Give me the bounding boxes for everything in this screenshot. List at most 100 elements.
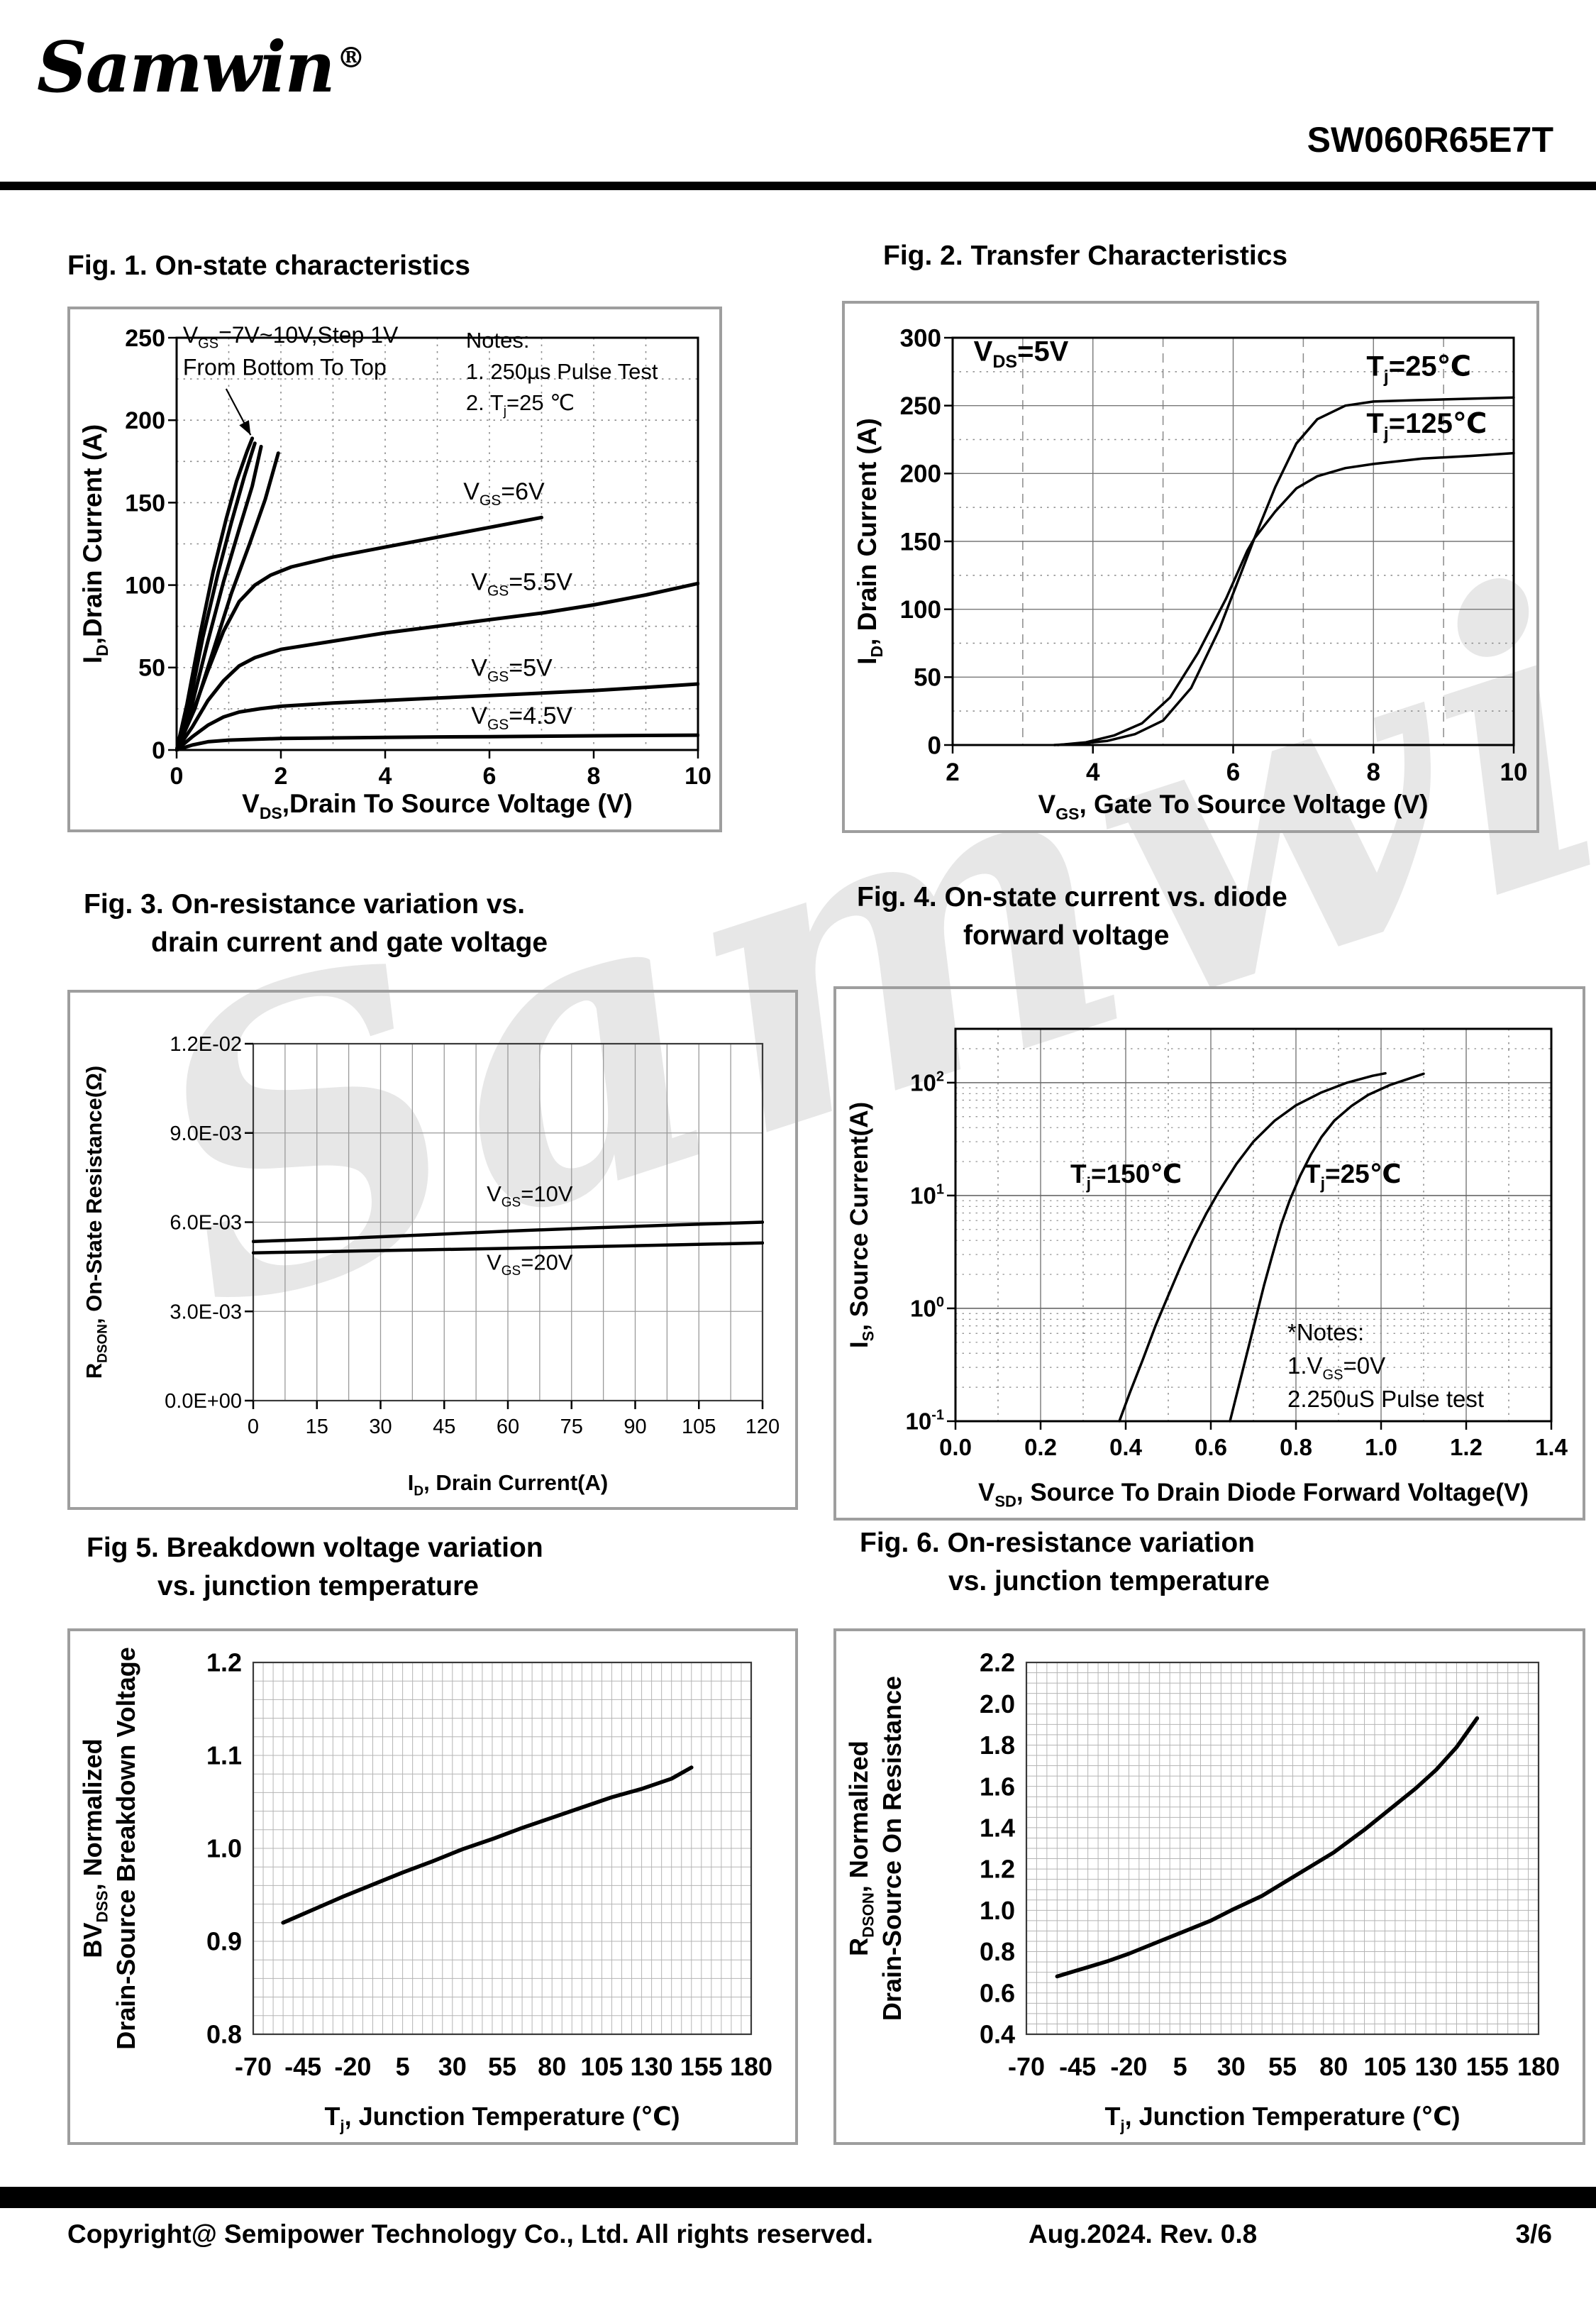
brand-logo: Samwin ®	[37, 27, 365, 109]
svg-text:4: 4	[1086, 758, 1100, 786]
svg-text:0.6: 0.6	[980, 1978, 1015, 2007]
svg-text:1.2: 1.2	[1450, 1434, 1483, 1460]
svg-text:0.8: 0.8	[206, 2020, 242, 2049]
svg-text:-45: -45	[284, 2052, 321, 2081]
svg-text:From Bottom To Top: From Bottom To Top	[183, 354, 387, 380]
svg-text:180: 180	[1517, 2052, 1560, 2081]
figure-3-title: Fig. 3. On-resistance variation vs. drai…	[84, 886, 548, 962]
svg-text:2.250uS Pulse test: 2.250uS Pulse test	[1287, 1386, 1484, 1412]
svg-text:ID, Drain Current (A): ID, Drain Current (A)	[853, 418, 886, 665]
svg-text:Tj=25℃: Tj=25℃	[1304, 1159, 1402, 1193]
svg-text:1.2: 1.2	[980, 1855, 1015, 1884]
svg-text:Tj, Junction Temperature (℃): Tj, Junction Temperature (℃)	[1104, 2102, 1460, 2135]
svg-text:-45: -45	[1059, 2052, 1096, 2081]
svg-text:1.8: 1.8	[980, 1731, 1015, 1760]
svg-text:150: 150	[900, 528, 941, 556]
svg-text:Tj, Junction Temperature (℃): Tj, Junction Temperature (℃)	[324, 2102, 680, 2135]
svg-text:0.4: 0.4	[980, 2020, 1015, 2049]
svg-text:1.1: 1.1	[206, 1741, 242, 1770]
svg-text:VDS,Drain To Source Voltage (V: VDS,Drain To Source Voltage (V)	[242, 789, 633, 822]
svg-text:VGS, Gate To Source Voltage (: VGS, Gate To Source Voltage (V)	[1038, 790, 1429, 823]
svg-text:2: 2	[275, 763, 288, 790]
svg-text:Tj=25℃: Tj=25℃	[1366, 351, 1471, 387]
svg-text:Tj=150℃: Tj=150℃	[1070, 1159, 1182, 1193]
svg-text:102: 102	[910, 1069, 944, 1096]
part-number: SW060R65E7T	[1307, 120, 1553, 160]
svg-text:5: 5	[1173, 2052, 1187, 2081]
brand-name: Samwin	[37, 27, 336, 109]
svg-text:RDSON, On-State Resistance(Ω): RDSON, On-State Resistance(Ω)	[82, 1066, 110, 1379]
svg-text:0.9: 0.9	[206, 1927, 242, 1956]
svg-text:105: 105	[682, 1416, 716, 1438]
svg-text:BVDSS, Normalized: BVDSS, Normalized	[78, 1738, 111, 1958]
svg-text:130: 130	[1415, 2052, 1458, 2081]
svg-text:0: 0	[152, 737, 165, 764]
svg-text:6: 6	[1226, 758, 1240, 786]
svg-text:Drain-Source On Resistance: Drain-Source On Resistance	[877, 1676, 907, 2021]
svg-text:100: 100	[910, 1295, 944, 1322]
svg-text:55: 55	[1268, 2052, 1297, 2081]
figure-4-title-line: Fig. 4. On-state current vs. diode	[857, 882, 1287, 912]
svg-text:0.4: 0.4	[1109, 1434, 1143, 1460]
svg-text:0.0: 0.0	[939, 1434, 972, 1460]
header-rule	[0, 182, 1596, 190]
svg-text:4: 4	[379, 763, 392, 790]
svg-text:VGS=20V: VGS=20V	[487, 1250, 573, 1279]
svg-text:1.6: 1.6	[980, 1772, 1015, 1801]
svg-text:180: 180	[730, 2052, 772, 2081]
figure-2-title: Fig. 2. Transfer Characteristics	[883, 237, 1287, 275]
svg-text:101: 101	[910, 1182, 944, 1209]
svg-text:0.0E+00: 0.0E+00	[165, 1390, 242, 1413]
svg-text:250: 250	[900, 392, 941, 420]
figure-3-title-line: Fig. 3. On-resistance variation vs.	[84, 889, 526, 920]
svg-text:VDS=5V: VDS=5V	[974, 336, 1069, 373]
figure-4-chart: 0.0 0.2 0.4 0.6 0.8 1.0 1.2 1.4 10-1 100 101 102 VSD…	[833, 986, 1585, 1521]
svg-text:100: 100	[125, 573, 165, 600]
svg-text:8: 8	[1367, 758, 1380, 786]
svg-text:1.4: 1.4	[980, 1813, 1015, 1842]
figure-3-title-line: drain current and gate voltage	[151, 927, 548, 958]
svg-text:200: 200	[900, 460, 941, 488]
svg-text:1.0: 1.0	[980, 1896, 1015, 1925]
footer-revision: Aug.2024. Rev. 0.8	[1029, 2219, 1258, 2249]
svg-text:3.0E-03: 3.0E-03	[170, 1301, 242, 1323]
svg-text:1.VGS=0V: 1.VGS=0V	[1287, 1352, 1385, 1383]
svg-text:1.2: 1.2	[206, 1648, 242, 1677]
figure-6-title-line: Fig. 6. On-resistance variation	[860, 1528, 1256, 1558]
svg-text:90: 90	[624, 1416, 646, 1438]
svg-text:10: 10	[685, 763, 711, 790]
svg-text:1.4: 1.4	[1535, 1434, 1568, 1460]
svg-text:75: 75	[560, 1416, 583, 1438]
svg-text:VGS=5V: VGS=5V	[471, 654, 553, 685]
figure-3-chart: 0 15 30 45 60 75 90 105 120 0.0E+00 3.0E-03 6.0E-03…	[67, 990, 798, 1510]
footer-copyright: Copyright@ Semipower Technology Co., Ltd…	[67, 2219, 873, 2249]
svg-text:Tj=125℃: Tj=125℃	[1366, 408, 1487, 444]
svg-text:300: 300	[900, 324, 941, 352]
svg-text:0: 0	[248, 1416, 259, 1438]
svg-text:0: 0	[170, 763, 184, 790]
svg-text:55: 55	[488, 2052, 516, 2081]
svg-text:250: 250	[125, 325, 165, 352]
svg-text:130: 130	[631, 2052, 673, 2081]
figure-5-title-line: Fig 5. Breakdown voltage variation	[87, 1533, 543, 1563]
figure-2-chart: 2 4 6 8 10 0 50 100 150 200 250 300 VGS, Gate To Sou…	[842, 301, 1539, 833]
svg-text:80: 80	[538, 2052, 566, 2081]
svg-text:45: 45	[433, 1416, 455, 1438]
svg-text:50: 50	[138, 655, 165, 682]
svg-text:2.2: 2.2	[980, 1648, 1015, 1677]
footer-rule	[0, 2187, 1596, 2208]
svg-text:0.8: 0.8	[1280, 1434, 1312, 1460]
svg-text:Notes:: Notes:	[466, 328, 530, 353]
svg-text:0: 0	[928, 732, 941, 759]
svg-text:60: 60	[497, 1416, 519, 1438]
figure-5-title-line: vs. junction temperature	[157, 1570, 479, 1601]
svg-text:VGS=5.5V: VGS=5.5V	[471, 569, 572, 600]
svg-text:10-1: 10-1	[905, 1408, 944, 1435]
svg-text:ID, Drain Current(A): ID, Drain Current(A)	[408, 1470, 608, 1499]
svg-text:2: 2	[946, 758, 959, 786]
svg-text:-70: -70	[1008, 2052, 1045, 2081]
svg-text:0.8: 0.8	[980, 1937, 1015, 1966]
svg-text:1.2E-02: 1.2E-02	[170, 1033, 242, 1056]
figure-6-title: Fig. 6. On-resistance variation vs. junc…	[860, 1524, 1270, 1601]
